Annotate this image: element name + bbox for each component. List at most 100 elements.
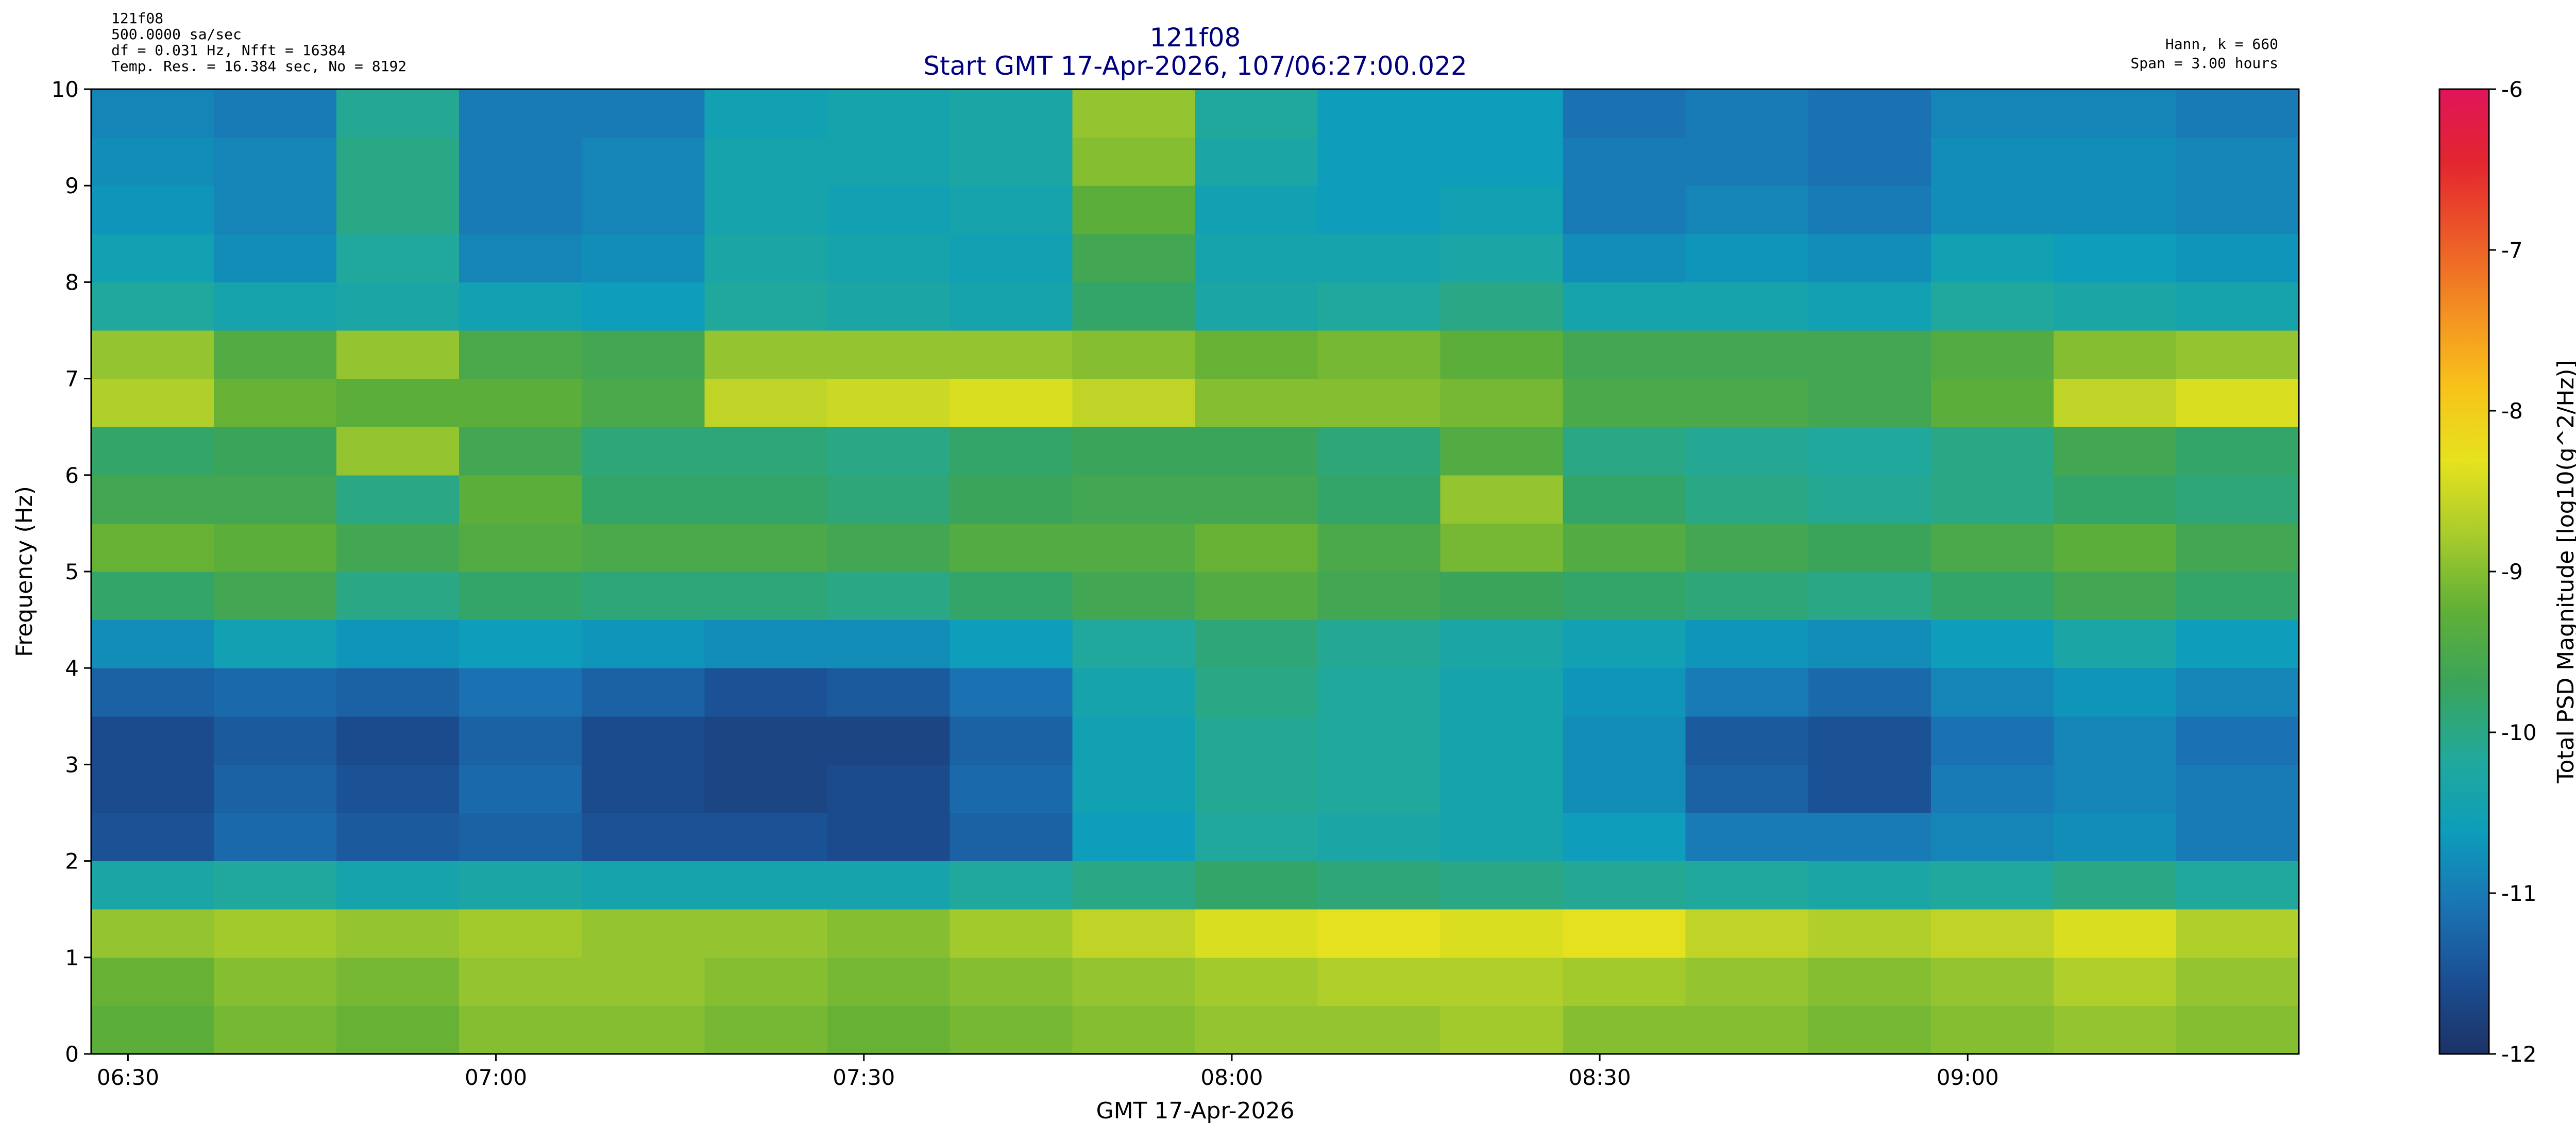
heatmap-cell xyxy=(1072,572,1195,621)
y-tick-label: 0 xyxy=(65,1042,79,1067)
heatmap-cell xyxy=(1440,619,1564,668)
heatmap-cell xyxy=(1930,764,2054,813)
heatmap-cell xyxy=(2176,378,2299,427)
heatmap-cell xyxy=(582,523,705,572)
heatmap-cell xyxy=(1317,233,1441,282)
heatmap-cell xyxy=(91,957,214,1006)
heatmap-cell xyxy=(2176,427,2299,476)
heatmap-cell xyxy=(1317,186,1441,234)
heatmap-cell xyxy=(91,89,214,138)
heatmap-cell xyxy=(704,1005,827,1054)
heatmap-cell xyxy=(1930,475,2054,524)
heatmap-cell xyxy=(1563,89,1686,138)
heatmap-cell xyxy=(827,330,950,379)
heatmap-cell xyxy=(459,330,582,379)
heatmap-cell xyxy=(1440,427,1564,476)
heatmap-cell xyxy=(1195,89,1318,138)
heatmap-cell xyxy=(214,619,337,668)
colorbar-tick-label: -10 xyxy=(2501,720,2537,745)
heatmap-cell xyxy=(336,282,460,331)
heatmap-cell xyxy=(91,619,214,668)
heatmap-cell xyxy=(704,233,827,282)
heatmap-cell xyxy=(1685,619,1809,668)
heatmap-cell xyxy=(950,137,1073,186)
heatmap-cell xyxy=(1072,861,1195,910)
heatmap-cell xyxy=(91,813,214,862)
heatmap-cell xyxy=(950,282,1073,331)
heatmap-cell xyxy=(1440,186,1564,234)
heatmap-cell xyxy=(1072,475,1195,524)
heatmap-cell xyxy=(1440,475,1564,524)
heatmap-cell xyxy=(1195,861,1318,910)
heatmap-cell xyxy=(1563,716,1686,765)
heatmap-cell xyxy=(1317,861,1441,910)
heatmap-cell xyxy=(336,813,460,862)
heatmap-cell xyxy=(2053,1005,2177,1054)
heatmap-cell xyxy=(1930,330,2054,379)
heatmap-cell xyxy=(1072,378,1195,427)
heatmap-cell xyxy=(214,1005,337,1054)
heatmap-cell xyxy=(1072,909,1195,958)
heatmap-cell xyxy=(1317,572,1441,621)
heatmap-cell xyxy=(336,1005,460,1054)
heatmap-cell xyxy=(1808,619,1931,668)
y-tick-label: 4 xyxy=(65,656,79,681)
heatmap-cell xyxy=(704,378,827,427)
y-tick-label: 1 xyxy=(65,945,79,970)
heatmap-cell xyxy=(1930,89,2054,138)
heatmap-cell xyxy=(1563,427,1686,476)
heatmap-cell xyxy=(950,572,1073,621)
heatmap-cell xyxy=(2053,861,2177,910)
heatmap-cell xyxy=(1930,668,2054,717)
heatmap-cell xyxy=(1440,523,1564,572)
colorbar-tick-label: -8 xyxy=(2501,398,2523,424)
heatmap-cell xyxy=(91,716,214,765)
heatmap-cell xyxy=(459,813,582,862)
header-note: 121f08 xyxy=(111,10,163,27)
heatmap-cell xyxy=(1685,957,1809,1006)
heatmap-cell xyxy=(2176,813,2299,862)
header-note: Hann, k = 660 xyxy=(2165,36,2278,53)
heatmap-cell xyxy=(582,378,705,427)
header-note: Span = 3.00 hours xyxy=(2130,55,2278,72)
heatmap-cell xyxy=(1317,764,1441,813)
heatmap-cell xyxy=(91,909,214,958)
heatmap-cell xyxy=(827,813,950,862)
heatmap-cell xyxy=(1808,668,1931,717)
heatmap-cell xyxy=(1930,427,2054,476)
heatmap-cell xyxy=(336,716,460,765)
heatmap-cell xyxy=(336,861,460,910)
heatmap-cell xyxy=(1930,813,2054,862)
colorbar-label: Total PSD Magnitude [log10(g^2/Hz)] xyxy=(2553,360,2576,784)
heatmap-cell xyxy=(2053,137,2177,186)
heatmap-cell xyxy=(1685,668,1809,717)
heatmap-cell xyxy=(91,523,214,572)
heatmap-cell xyxy=(214,427,337,476)
heatmap-cell xyxy=(1195,957,1318,1006)
heatmap-cell xyxy=(91,861,214,910)
heatmap-cell xyxy=(1930,282,2054,331)
heatmap-cell xyxy=(2053,668,2177,717)
heatmap-cell xyxy=(827,764,950,813)
colorbar-tick-label: -6 xyxy=(2501,77,2523,102)
heatmap-cell xyxy=(1808,330,1931,379)
colorbar xyxy=(2438,88,2490,1055)
heatmap-cell xyxy=(1930,233,2054,282)
heatmap-cell xyxy=(1440,716,1564,765)
heatmap-cell xyxy=(336,186,460,234)
heatmap-cell xyxy=(1808,233,1931,282)
heatmap-cell xyxy=(1685,716,1809,765)
heatmap-cell xyxy=(582,764,705,813)
heatmap-cell xyxy=(827,909,950,958)
heatmap-cell xyxy=(214,716,337,765)
heatmap-cell xyxy=(459,716,582,765)
heatmap-cell xyxy=(1317,137,1441,186)
heatmap-cell xyxy=(2176,137,2299,186)
heatmap-cell xyxy=(1440,572,1564,621)
heatmap-cell xyxy=(1317,619,1441,668)
heatmap-cell xyxy=(827,1005,950,1054)
heatmap-cell xyxy=(336,233,460,282)
heatmap-cell xyxy=(827,861,950,910)
heatmap-cell xyxy=(1440,909,1564,958)
heatmap-cell xyxy=(1808,1005,1931,1054)
